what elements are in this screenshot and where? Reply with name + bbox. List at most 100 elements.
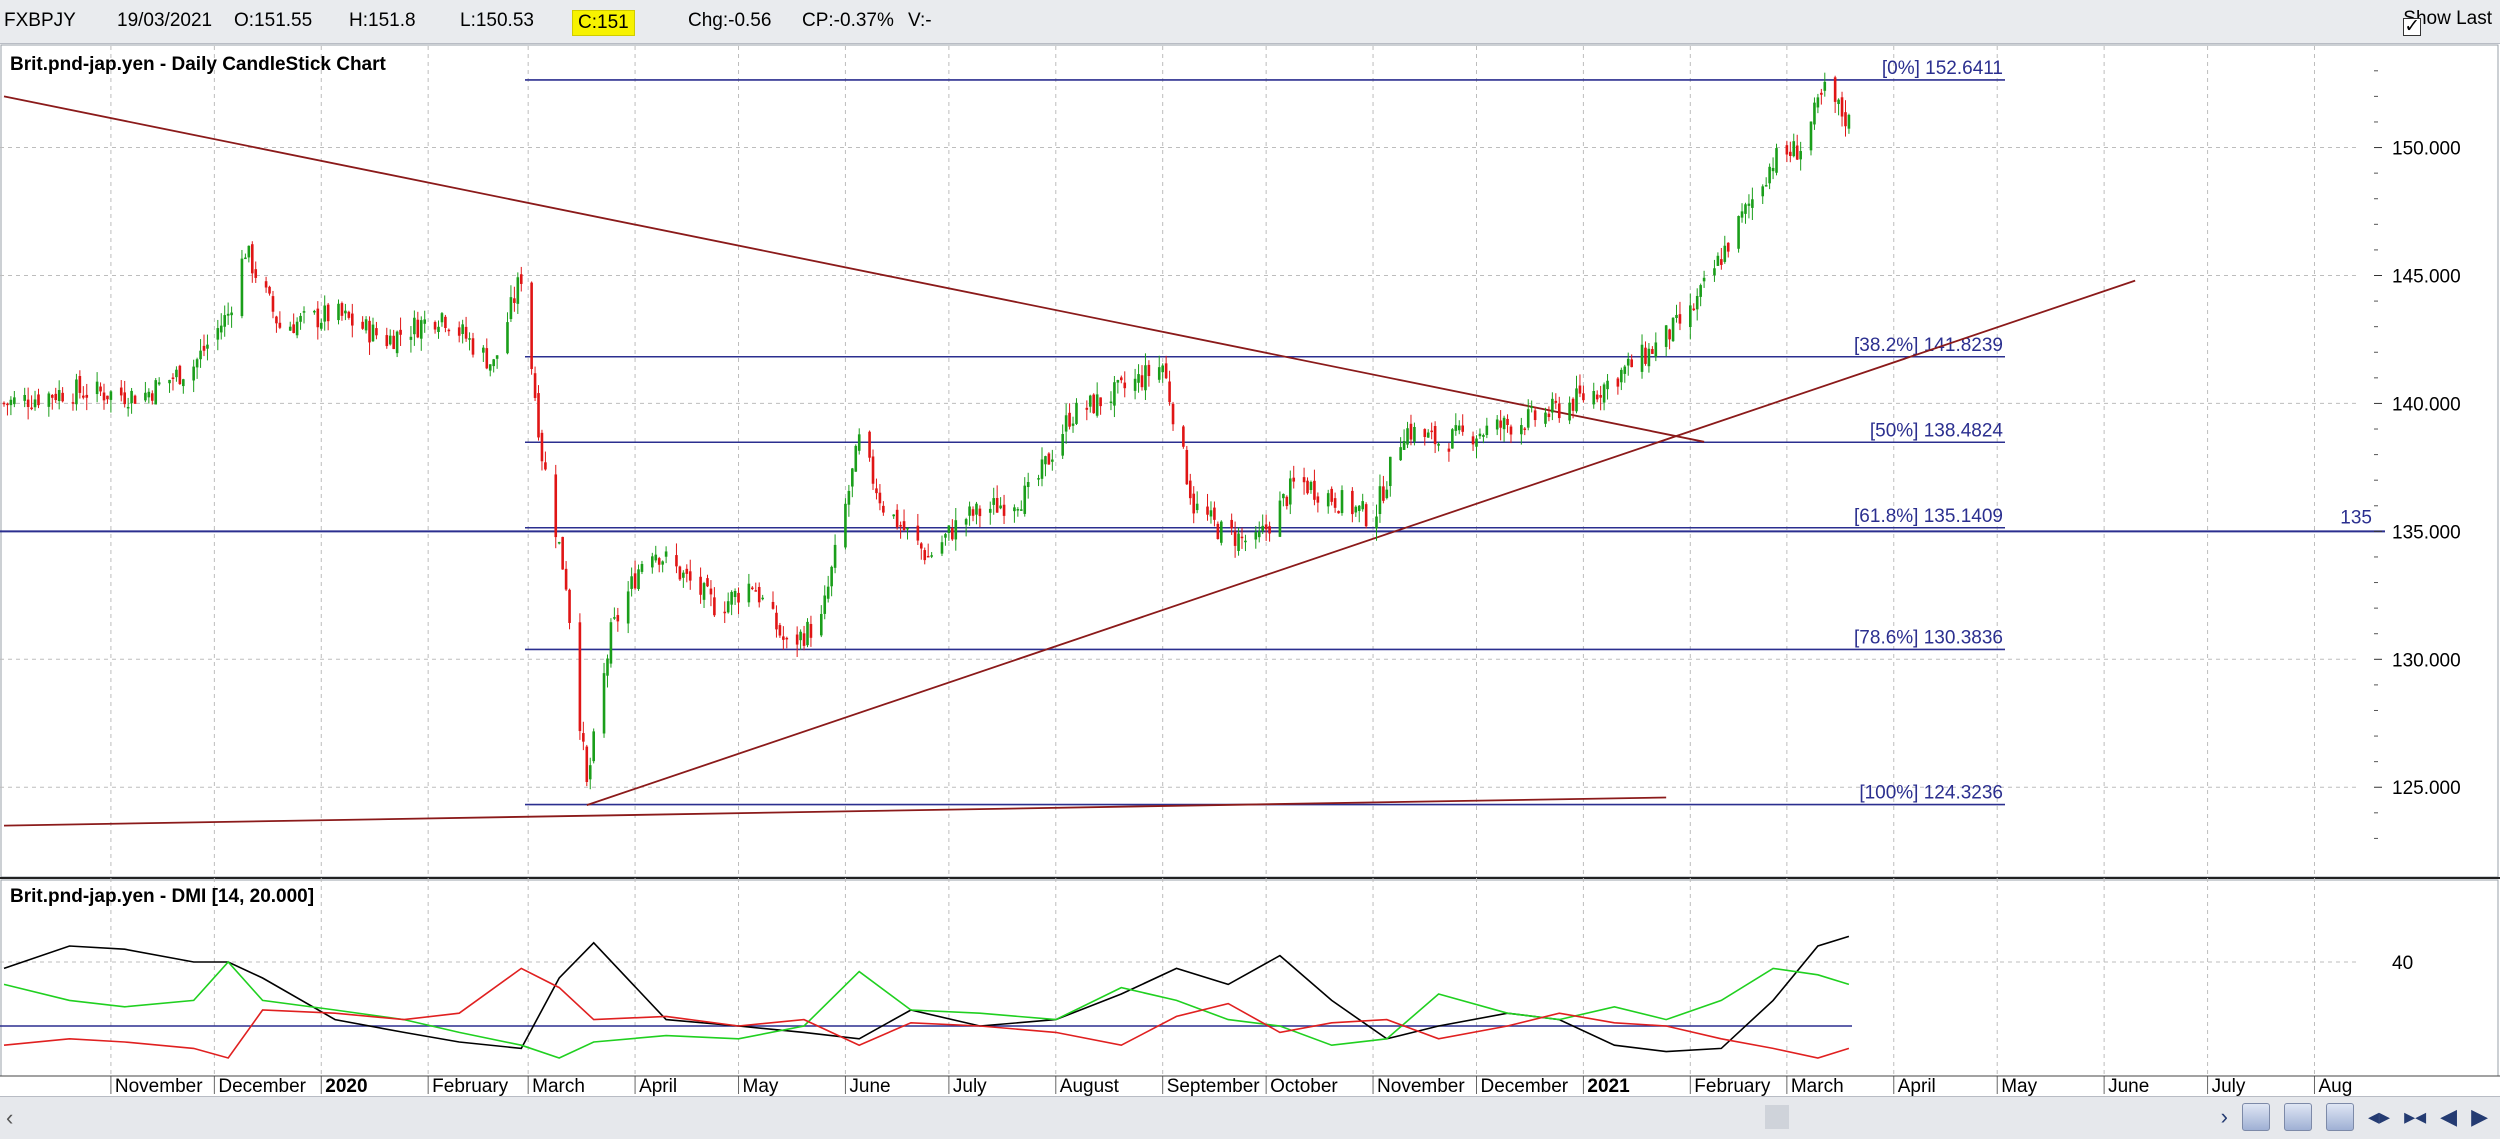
candle-body [1689,305,1692,328]
candle-body [1544,412,1547,424]
candle-body [723,611,727,614]
zoom-out-icon[interactable] [2283,1103,2312,1131]
candle-body [1547,413,1551,418]
candle-body [709,588,713,595]
candle-body [1402,441,1406,450]
candle-body [799,631,802,641]
candle-body [1140,375,1144,388]
candle-body [651,556,654,568]
month-label: July [953,1076,987,1096]
candle-body [130,390,133,404]
time-scrollbar[interactable]: ‹ › ◂▸ ▸◂ ◀ ▶ [0,1096,2500,1139]
candle-body [1040,459,1044,479]
candle-body [868,431,871,458]
candle-body [337,303,340,321]
candle-body [1302,477,1306,483]
candle-body [192,366,195,381]
candle-body [657,558,661,565]
candle-body [1147,364,1151,377]
candle-body [1789,151,1792,156]
candle-body [1447,448,1451,452]
candle-body [533,373,537,398]
reset-zoom-icon[interactable] [2325,1103,2354,1131]
candle-body [1726,242,1730,252]
candle-body [602,673,606,734]
expand-range-icon[interactable]: ◂▸ [2367,1104,2391,1129]
candle-body [368,320,371,343]
dmi-series-line [3,935,1850,1053]
candle-body [1485,425,1489,435]
candle-body [54,393,58,401]
candle-body [1437,443,1440,446]
scroll-thumb[interactable] [1765,1105,1789,1129]
candle-body [706,578,709,587]
candle-body [1037,478,1040,480]
candle-body [495,355,499,359]
scroll-right-icon[interactable]: › [2220,1104,2228,1129]
candle-body [1064,415,1068,432]
candle-body [399,329,402,335]
candle-body [1068,412,1071,427]
candle-body [506,322,509,354]
candle-body [1699,285,1702,297]
candle-body [347,311,351,318]
dmi-panel [0,879,2499,1077]
candle-body [1695,295,1699,310]
candle-body [1164,363,1168,379]
month-label: July [2212,1076,2246,1096]
candle-body [61,392,64,402]
candle-body [833,544,837,568]
candle-body [223,315,227,327]
chart-area[interactable]: [0%] 152.6411 [38.2%] 141.8239 [50%] 138.4… [0,44,2500,1096]
candle-body [1133,378,1137,391]
candle-body [544,462,547,470]
candle-body [664,551,668,557]
candle-body [1482,435,1485,437]
candle-body [1816,97,1820,108]
candle-body [557,542,561,544]
step-back-icon[interactable]: ◀ [2440,1104,2458,1129]
show-last-checkbox[interactable]: ✓ [2403,16,2422,37]
fib-level-label: [0%] 152.6411 [1882,58,2003,79]
candle-body [1188,480,1192,499]
date-axis: November December 2020 February March April Ma… [0,1075,2500,1096]
candle-body [119,387,123,396]
candle-body [340,303,344,316]
zoom-in-icon[interactable] [2241,1103,2270,1131]
candle-body [1668,329,1671,340]
candle-body [1506,418,1509,425]
candle-body [968,506,971,516]
candle-body [1526,409,1530,428]
candle-body [1575,388,1578,412]
candle-body [699,576,702,595]
fib-level-label: [100%] 124.3236 [1859,783,2003,804]
trendline [3,796,1667,827]
candle-body [1261,525,1264,531]
candle-body [1375,516,1378,529]
candle-body [1326,493,1330,507]
candle-body [488,364,492,371]
candle-body [1061,434,1064,456]
month-label: June [2108,1076,2149,1096]
scroll-left-icon[interactable]: ‹ [6,1105,14,1130]
candle-body [1192,493,1196,514]
month-label: Aug [2318,1076,2352,1096]
candle-body [616,615,620,622]
candle-body [1426,432,1430,438]
candle-body [1309,481,1313,491]
candle-body [857,434,861,451]
candle-body [954,520,958,540]
step-forward-icon[interactable]: ▶ [2471,1104,2488,1129]
candle-body [1137,374,1140,383]
candle-body [409,336,413,340]
show-last-toggle[interactable]: ✓ Show Last [2403,8,2492,36]
change-value: Chg:-0.56 [688,10,772,31]
candle-body [1399,447,1402,461]
compress-range-icon[interactable]: ▸◂ [2404,1104,2427,1129]
candle-body [37,394,40,406]
candle-body [1654,342,1658,357]
candle-body [678,566,682,580]
candle-body [1775,148,1778,173]
candle-body [157,382,161,385]
candle-body [1461,425,1465,432]
